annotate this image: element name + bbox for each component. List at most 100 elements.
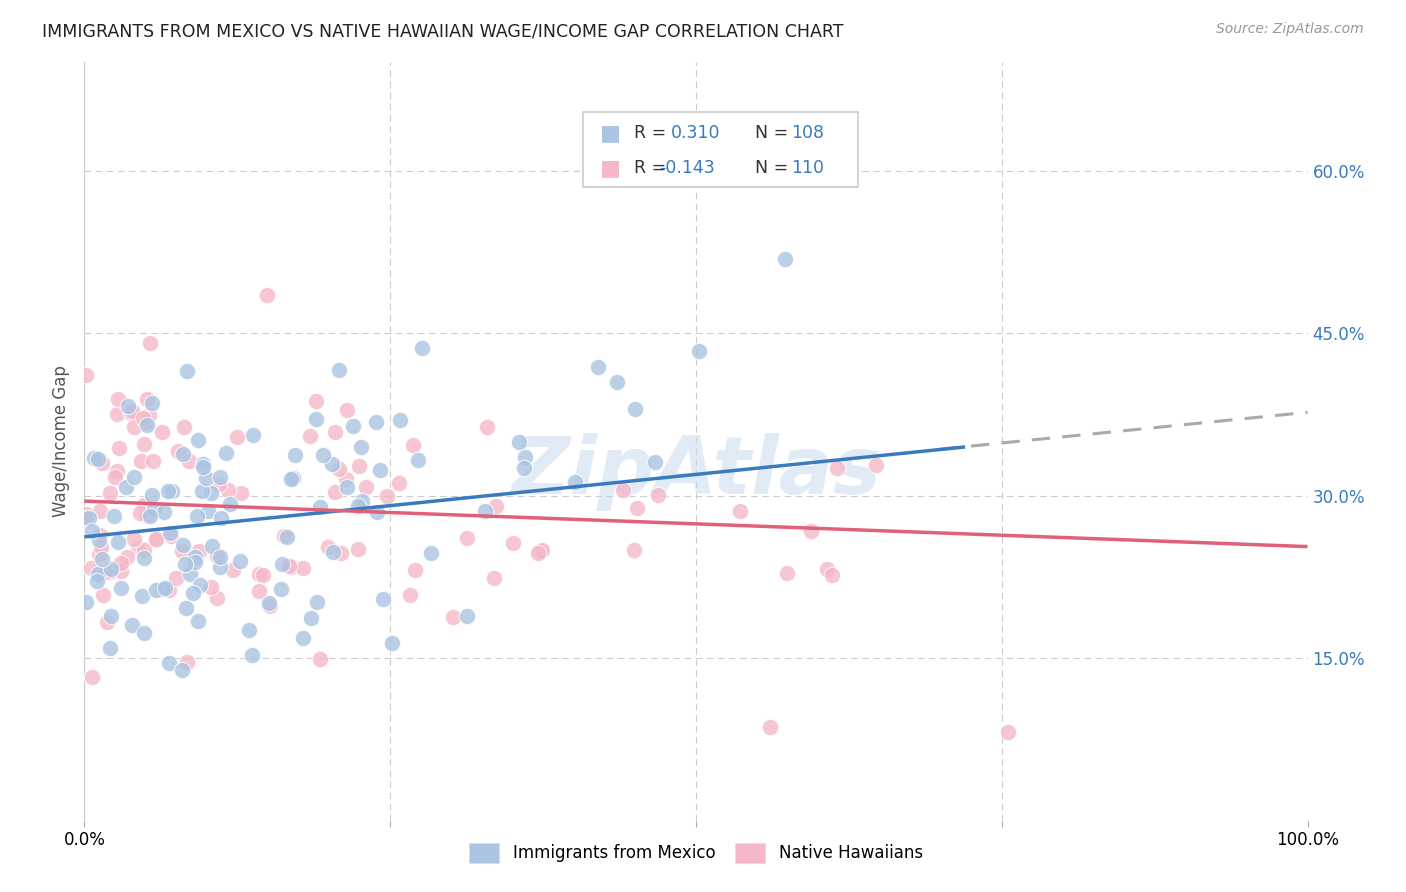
Point bbox=[89, 528, 111, 542]
Point bbox=[82, 670, 104, 684]
Point bbox=[484, 571, 506, 585]
Point bbox=[456, 609, 478, 624]
Point bbox=[115, 480, 138, 494]
Point bbox=[322, 545, 344, 559]
Point bbox=[312, 448, 335, 462]
Point bbox=[121, 617, 143, 632]
Point bbox=[75, 507, 97, 521]
Point bbox=[997, 724, 1019, 739]
Point bbox=[129, 454, 152, 468]
Point bbox=[208, 470, 231, 484]
Point bbox=[121, 404, 143, 418]
Point bbox=[474, 504, 496, 518]
Point bbox=[308, 651, 330, 665]
Point bbox=[122, 420, 145, 434]
Point bbox=[120, 406, 142, 420]
Point bbox=[86, 453, 108, 467]
Text: R =: R = bbox=[634, 124, 666, 142]
Point bbox=[135, 418, 157, 433]
Text: ■: ■ bbox=[600, 123, 621, 143]
Point bbox=[399, 588, 422, 602]
Text: ZipAtlas: ZipAtlas bbox=[510, 433, 882, 511]
Point bbox=[110, 581, 132, 595]
Point bbox=[347, 542, 370, 557]
Point bbox=[406, 452, 429, 467]
Point bbox=[115, 549, 138, 564]
Point bbox=[135, 392, 157, 406]
Point bbox=[366, 506, 388, 520]
Point bbox=[100, 609, 122, 624]
Point bbox=[564, 475, 586, 490]
Point bbox=[80, 560, 103, 574]
Point bbox=[623, 543, 645, 558]
Point bbox=[117, 400, 139, 414]
Point bbox=[184, 555, 207, 569]
Point bbox=[141, 396, 163, 410]
Text: 0.310: 0.310 bbox=[671, 124, 720, 142]
Point bbox=[83, 451, 105, 466]
Point bbox=[179, 454, 201, 468]
Point bbox=[107, 392, 129, 406]
Point bbox=[190, 484, 212, 499]
Point bbox=[153, 505, 176, 519]
Point bbox=[273, 529, 295, 543]
Point bbox=[167, 444, 190, 458]
Point bbox=[207, 549, 229, 563]
Point bbox=[187, 433, 209, 447]
Point bbox=[135, 416, 157, 430]
Point bbox=[256, 288, 278, 302]
Point bbox=[515, 450, 537, 465]
Point bbox=[281, 471, 304, 485]
Point bbox=[347, 499, 370, 513]
Point bbox=[280, 472, 302, 486]
Point bbox=[316, 540, 339, 554]
Point bbox=[502, 535, 524, 549]
Point bbox=[381, 636, 404, 650]
Point bbox=[145, 533, 167, 547]
Point bbox=[105, 464, 128, 478]
Point bbox=[197, 504, 219, 518]
Point bbox=[100, 561, 122, 575]
Point bbox=[152, 425, 174, 439]
Point bbox=[142, 454, 165, 468]
Point bbox=[229, 486, 252, 500]
Text: R =: R = bbox=[634, 160, 666, 178]
Point bbox=[187, 614, 209, 628]
Point bbox=[170, 544, 193, 558]
Point bbox=[284, 448, 307, 462]
Point bbox=[368, 463, 391, 477]
Point bbox=[145, 582, 167, 597]
Point bbox=[209, 549, 232, 564]
Point bbox=[193, 457, 215, 471]
Point bbox=[159, 525, 181, 540]
Point bbox=[623, 402, 645, 417]
Point bbox=[159, 529, 181, 543]
Point bbox=[145, 532, 167, 546]
Point bbox=[238, 623, 260, 637]
Point bbox=[336, 403, 359, 417]
Point bbox=[347, 459, 370, 474]
Point bbox=[371, 592, 394, 607]
Point bbox=[87, 566, 110, 581]
Point bbox=[773, 252, 796, 267]
Point bbox=[172, 538, 194, 552]
Point bbox=[441, 610, 464, 624]
Point bbox=[404, 563, 426, 577]
Point bbox=[366, 415, 388, 429]
Point bbox=[323, 425, 346, 440]
Point bbox=[75, 595, 97, 609]
Point bbox=[305, 412, 328, 426]
Point bbox=[172, 447, 194, 461]
Point bbox=[252, 568, 274, 582]
Point bbox=[201, 539, 224, 553]
Point bbox=[132, 626, 155, 640]
Point bbox=[280, 559, 302, 574]
Text: -0.143: -0.143 bbox=[659, 160, 716, 178]
Point bbox=[277, 559, 299, 574]
Point bbox=[728, 504, 751, 518]
Point bbox=[98, 565, 121, 579]
Point bbox=[91, 552, 114, 566]
Point bbox=[184, 549, 207, 564]
Point bbox=[91, 588, 114, 602]
Point bbox=[141, 488, 163, 502]
